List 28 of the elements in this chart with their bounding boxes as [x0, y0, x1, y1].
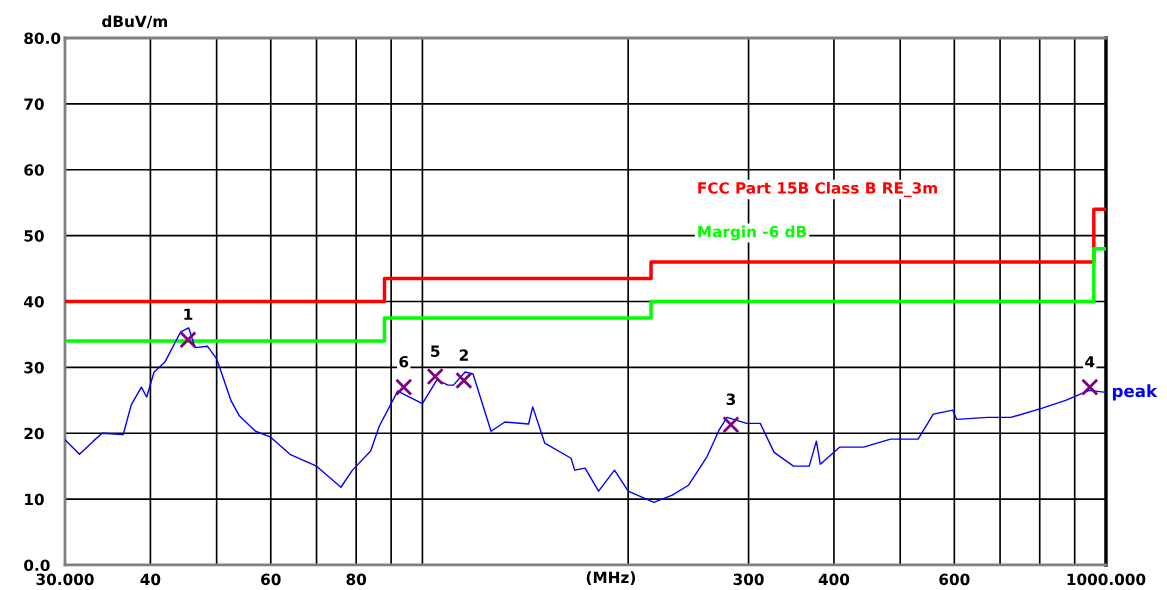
text: FCC Part 15B Class B RE_3m [698, 181, 937, 198]
annotation: 5 [431, 345, 440, 357]
annotation: 1 [184, 308, 193, 320]
y-tick-label: 50 [24, 230, 44, 242]
x-tick-label: 80 [346, 573, 367, 586]
annotation: 4 [1085, 356, 1095, 368]
annotation: 6 [399, 355, 409, 368]
y-tick-label: 40 [24, 295, 44, 308]
x-tick-label: 30.000 [36, 573, 94, 586]
y-tick-label: 20 [24, 427, 44, 440]
y-tick-label: 0.0 [24, 559, 50, 572]
annotation: 3 [726, 393, 736, 406]
y-tick-label: 60 [24, 164, 44, 176]
x-axis-title: (MHz) [586, 571, 636, 585]
x-tick-label: 40 [140, 573, 161, 586]
y-tick-label: 10 [25, 493, 44, 506]
annotation: 2 [459, 349, 468, 361]
y-axis-title: dBuV/m [102, 15, 168, 29]
x-tick-label: 1000.000 [1067, 573, 1146, 586]
y-tick-label: 70 [24, 98, 44, 110]
y-tick-label: 30 [24, 361, 44, 374]
x-tick-label: 400 [818, 573, 850, 586]
series-label: peak [1112, 384, 1158, 401]
x-tick-label: 300 [733, 573, 764, 586]
y-tick-label: 80.0 [24, 32, 61, 45]
text: Margin -6 dB [698, 225, 807, 241]
x-tick-label: 600 [939, 573, 970, 586]
x-tick-label: 60 [261, 573, 281, 586]
